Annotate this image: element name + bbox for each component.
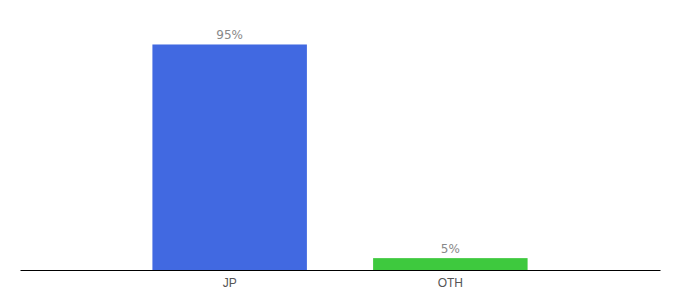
x-axis: JP OTH	[21, 271, 661, 290]
bar	[373, 258, 527, 270]
x-tick: JP	[223, 276, 237, 290]
bars	[152, 44, 527, 270]
data-label: 95%	[216, 28, 243, 42]
x-tick-label: JP	[223, 276, 237, 290]
x-axis-line	[21, 270, 661, 271]
x-tick: OTH	[438, 276, 463, 290]
data-label: 5%	[441, 242, 460, 256]
data-labels: 95% 5%	[216, 28, 460, 256]
bar	[152, 44, 306, 270]
plot: 95% 5% JP OTH	[21, 28, 661, 289]
x-tick-label: OTH	[438, 276, 463, 290]
chart: 95% 5% JP OTH	[0, 0, 680, 300]
